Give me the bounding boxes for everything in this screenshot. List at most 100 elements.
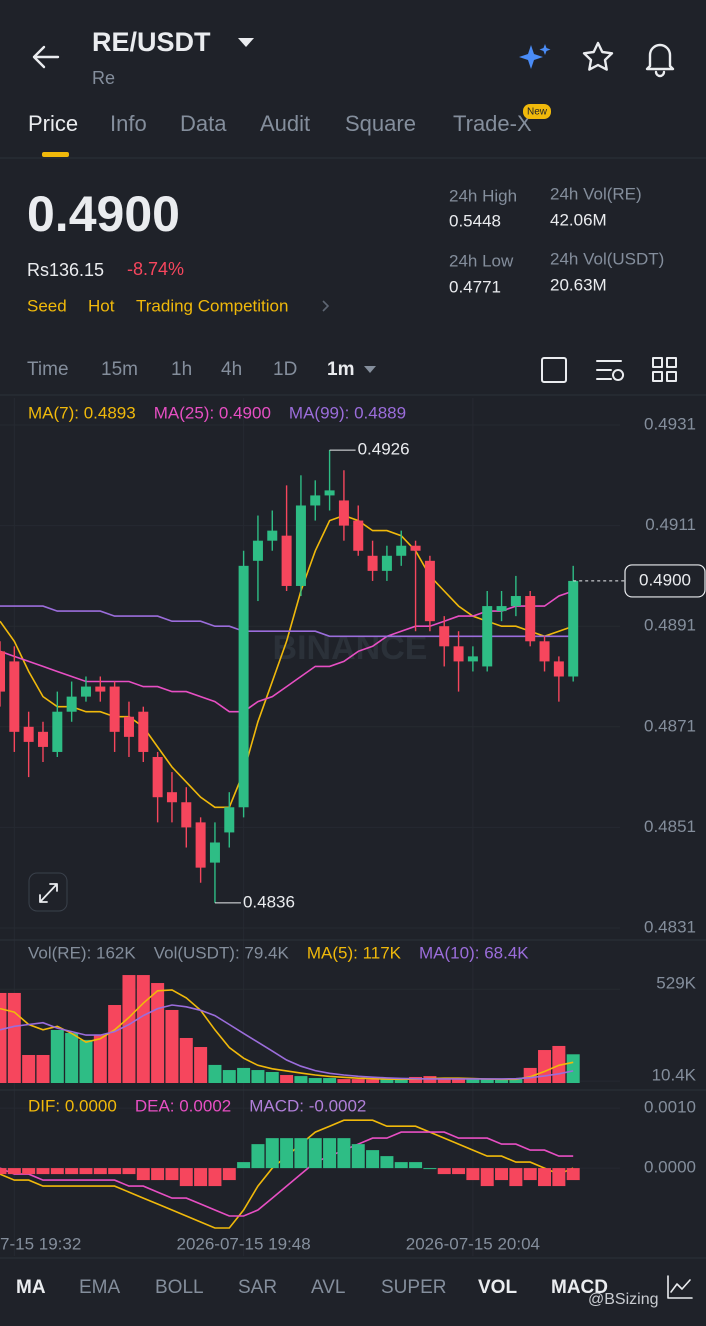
bar <box>237 1067 251 1083</box>
last-price-label: 0.4900 <box>639 570 691 589</box>
tag[interactable]: Trading Competition <box>136 296 288 315</box>
candle-body <box>123 716 134 737</box>
pair-title[interactable]: RE/USDT <box>92 27 211 57</box>
bar <box>480 1079 494 1083</box>
indicator-tab[interactable]: SUPER <box>381 1277 446 1298</box>
bar <box>79 1168 93 1175</box>
bar <box>265 1072 279 1083</box>
bar <box>0 1168 7 1175</box>
tool-icon[interactable] <box>596 360 625 381</box>
favorite-icon[interactable] <box>582 41 614 71</box>
legend-entry: DIF: 0.0000 <box>28 1096 117 1115</box>
indicator-line <box>0 1131 574 1217</box>
bar <box>523 1067 537 1083</box>
indicator-tab[interactable]: EMA <box>79 1277 121 1298</box>
interval-dropdown[interactable] <box>364 366 376 373</box>
stat-value: 42.06M <box>550 210 607 229</box>
candle-body <box>482 606 493 667</box>
candle-body <box>467 656 478 662</box>
new-badge <box>523 104 551 119</box>
chart-tools[interactable] <box>541 357 677 383</box>
candle-body <box>267 530 278 541</box>
candle-body <box>410 545 421 551</box>
bar <box>151 1168 165 1181</box>
bar <box>394 1079 408 1083</box>
bar <box>136 975 150 1083</box>
tag-chevron[interactable] <box>322 300 330 312</box>
tab[interactable]: Price <box>28 111 78 136</box>
candle-body <box>281 535 292 586</box>
bar <box>437 1078 451 1083</box>
x-tick-label: 2026-07-15 19:48 <box>176 1234 310 1253</box>
interval[interactable]: 1D <box>273 359 297 380</box>
candle-body <box>439 626 450 647</box>
bar <box>523 1168 537 1181</box>
bar <box>222 1168 236 1181</box>
bar <box>65 1168 79 1175</box>
indicator-line <box>0 605 574 638</box>
tab-underline <box>42 152 69 157</box>
candle-body <box>353 520 364 551</box>
candle-body <box>195 822 206 868</box>
chart-settings-icon[interactable] <box>667 1275 693 1299</box>
bar <box>93 1168 107 1175</box>
interval[interactable]: 1h <box>171 359 192 380</box>
interval[interactable]: 4h <box>221 359 242 380</box>
tab[interactable]: Data <box>180 111 227 136</box>
indicator-tab[interactable]: MA <box>16 1277 46 1298</box>
bar <box>7 992 21 1083</box>
tab[interactable]: Audit <box>260 111 310 136</box>
bar <box>538 1168 552 1187</box>
candle-body <box>23 726 34 742</box>
indicator-tab[interactable]: BOLL <box>155 1277 204 1298</box>
pair-dropdown[interactable] <box>238 38 254 47</box>
candle-body <box>424 560 435 622</box>
bar <box>480 1168 494 1187</box>
candle-body <box>381 555 392 571</box>
tab[interactable]: Info <box>110 111 147 136</box>
candle-body <box>209 842 220 863</box>
candle-body <box>295 505 306 586</box>
back-button[interactable] <box>32 45 60 69</box>
bar <box>351 1144 365 1169</box>
legend-entry: Vol(RE): 162K <box>28 943 136 962</box>
tab[interactable]: Trade-X <box>453 111 532 136</box>
stat-value: 20.63M <box>550 275 607 294</box>
tag[interactable]: Seed <box>27 296 67 315</box>
expand-button[interactable] <box>28 872 68 912</box>
candle-body <box>52 711 63 752</box>
bar <box>409 1076 423 1083</box>
tab[interactable]: Square <box>345 111 416 136</box>
indicator-tab[interactable]: SAR <box>238 1277 277 1298</box>
interval[interactable]: 15m <box>101 359 138 380</box>
indicator-tab[interactable]: AVL <box>311 1277 346 1298</box>
bar <box>136 1168 150 1181</box>
ai-icon[interactable] <box>519 44 551 69</box>
legend-entry: MA(10): 68.4K <box>419 943 529 962</box>
bar <box>423 1168 437 1170</box>
bar <box>351 1079 365 1083</box>
interval[interactable]: 1m <box>327 359 354 380</box>
bar <box>79 1039 93 1083</box>
indicator-tab[interactable]: VOL <box>478 1277 517 1298</box>
bar <box>566 1168 580 1181</box>
candle-body <box>510 596 521 607</box>
tool-icon[interactable] <box>652 357 677 382</box>
tag[interactable]: Hot <box>88 296 115 315</box>
bar <box>366 1150 380 1169</box>
candle-body <box>338 500 349 526</box>
candle-body <box>66 696 77 712</box>
last-price: 0.4900 <box>27 186 180 242</box>
expand-icon[interactable] <box>39 883 58 903</box>
bar <box>495 1079 509 1083</box>
stat-label: 24h Vol(USDT) <box>550 249 664 268</box>
legend-entry: MA(99): 0.4889 <box>289 403 406 422</box>
bar <box>538 1050 552 1083</box>
indicator-line <box>0 590 574 713</box>
interval[interactable]: Time <box>27 359 69 380</box>
indicator-tab[interactable]: MACD <box>551 1277 608 1298</box>
bell-icon[interactable] <box>645 43 675 78</box>
tool-icon[interactable] <box>541 357 567 383</box>
legend-entry: MA(5): 117K <box>307 943 402 962</box>
